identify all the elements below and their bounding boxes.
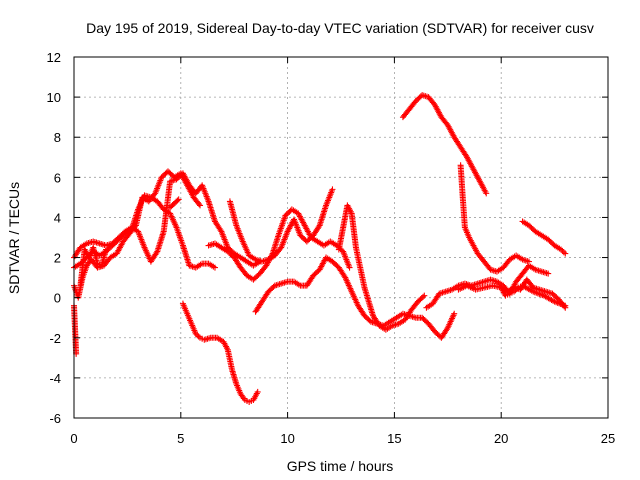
data-point	[545, 270, 552, 277]
data-point	[511, 288, 518, 295]
data-point	[197, 202, 204, 209]
data-point	[192, 330, 199, 337]
axis-ticks	[73, 56, 609, 419]
y-tick-label: 12	[47, 50, 61, 65]
series-s13	[498, 282, 569, 309]
y-tick-label: 8	[54, 130, 61, 145]
y-tick-label: -6	[49, 411, 61, 426]
axis-tick-labels: 0 5 10 15 20 25 -6 -4 -2 0 2 4 6 8 10 12	[47, 50, 616, 446]
x-tick-label: 20	[494, 431, 508, 446]
series-s14	[179, 300, 261, 405]
y-tick-label: 4	[54, 210, 61, 225]
data-point	[315, 223, 322, 230]
y-tick-label: 0	[54, 291, 61, 306]
data-point	[131, 223, 138, 230]
x-tick-label: 0	[70, 431, 77, 446]
data-point	[421, 292, 428, 299]
y-axis-label: SDTVAR / TECUs	[6, 182, 22, 294]
data-point	[167, 204, 174, 211]
data-point	[562, 250, 569, 257]
data-point	[103, 246, 110, 253]
data-point	[195, 201, 202, 208]
series-s9	[399, 92, 490, 197]
plot-frame	[73, 56, 609, 419]
y-tick-label: 6	[54, 170, 61, 185]
data-point	[346, 264, 353, 271]
x-tick-label: 15	[387, 431, 401, 446]
y-tick-label: 2	[54, 251, 61, 266]
series-s8	[423, 262, 552, 311]
data-point	[525, 258, 532, 265]
data-point	[211, 264, 218, 271]
x-tick-label: 5	[177, 431, 184, 446]
data-point	[195, 333, 202, 340]
data-point	[483, 190, 490, 197]
data-series	[71, 92, 569, 405]
x-axis-label: GPS time / hours	[287, 458, 394, 474]
y-tick-label: -2	[49, 331, 61, 346]
y-tick-label: -4	[49, 371, 61, 386]
series-s7	[335, 202, 428, 333]
data-point	[562, 302, 569, 309]
data-point	[153, 249, 160, 256]
data-point	[168, 203, 175, 210]
data-point	[451, 310, 458, 317]
series-s12	[519, 218, 569, 257]
data-point	[559, 247, 566, 254]
y-tick-label: 10	[47, 90, 61, 105]
data-point	[512, 287, 519, 294]
data-point	[217, 227, 224, 234]
data-point	[254, 388, 261, 395]
data-point	[194, 332, 201, 339]
series-s10	[457, 162, 532, 275]
data-point	[329, 186, 336, 193]
x-tick-label: 10	[280, 431, 294, 446]
series-s5	[226, 186, 336, 265]
data-point	[558, 246, 565, 253]
x-tick-label: 25	[601, 431, 615, 446]
chart-title: Day 195 of 2019, Sidereal Day-to-day VTE…	[86, 20, 594, 36]
data-point	[560, 249, 567, 256]
data-point	[513, 285, 520, 292]
data-point	[420, 293, 427, 300]
